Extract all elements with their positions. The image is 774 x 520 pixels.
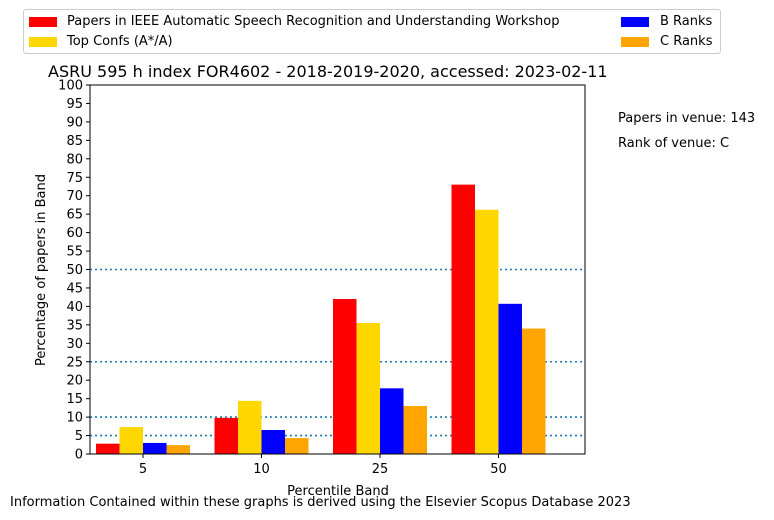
y-tick-label-5: 5 [75, 429, 83, 444]
legend-swatch-b-ranks [621, 17, 649, 27]
rank-of-venue: Rank of venue: C [618, 136, 730, 151]
y-tick-label-25: 25 [66, 355, 83, 370]
bar-papers-10 [214, 417, 238, 454]
bar-papers-25 [333, 299, 357, 454]
legend-label-b-ranks: B Ranks [660, 14, 713, 29]
x-tick-label-10: 10 [253, 462, 270, 477]
y-tick-label-95: 95 [66, 97, 83, 112]
y-tick-label-15: 15 [66, 392, 83, 407]
y-tick-label-60: 60 [66, 226, 83, 241]
y-tick-label-10: 10 [66, 411, 83, 426]
x-axis-label: Percentile Band [287, 484, 389, 499]
bar-b-25 [380, 388, 404, 454]
bar-b-10 [261, 430, 285, 454]
bar-c-5 [166, 445, 190, 454]
y-tick-label-30: 30 [66, 337, 83, 352]
legend-swatch-asru [29, 17, 57, 27]
legend-label-c-ranks: C Ranks [660, 34, 713, 49]
y-tick-label-35: 35 [66, 318, 83, 333]
legend-swatch-top-confs [29, 37, 57, 47]
bar-c-50 [522, 328, 546, 454]
y-tick-label-70: 70 [66, 189, 83, 204]
y-tick-label-85: 85 [66, 134, 83, 149]
x-tick-label-50: 50 [490, 462, 507, 477]
bar-c-10 [285, 438, 309, 454]
bar-top-25 [356, 323, 380, 454]
papers-in-venue: Papers in venue: 143 [618, 111, 756, 126]
y-tick-label-75: 75 [66, 171, 83, 186]
bar-papers-5 [96, 443, 120, 454]
x-tick-label-5: 5 [139, 462, 147, 477]
legend-label-asru: Papers in IEEE Automatic Speech Recognit… [67, 14, 560, 29]
y-axis-label: Percentage of papers in Band [34, 174, 49, 366]
chart-title: ASRU 595 h index FOR4602 - 2018-2019-202… [48, 62, 608, 81]
y-tick-label-45: 45 [66, 281, 83, 296]
y-tick-label-40: 40 [66, 300, 83, 315]
bar-top-10 [238, 400, 262, 454]
y-tick-label-80: 80 [66, 152, 83, 167]
legend: Papers in IEEE Automatic Speech Recognit… [23, 9, 721, 54]
y-tick-label-90: 90 [66, 115, 83, 130]
y-tick-label-0: 0 [75, 448, 83, 463]
y-tick-label-65: 65 [66, 208, 83, 223]
bar-b-5 [143, 442, 167, 454]
legend-label-top-confs: Top Confs (A*/A) [67, 34, 173, 49]
data-source-footer: Information Contained within these graph… [10, 495, 631, 510]
y-tick-label-55: 55 [66, 245, 83, 260]
y-tick-label-50: 50 [66, 263, 83, 278]
legend-swatch-c-ranks [621, 37, 649, 47]
bar-papers-50 [451, 184, 475, 454]
x-tick-label-25: 25 [372, 462, 389, 477]
y-tick-label-100: 100 [58, 79, 83, 94]
bar-b-50 [498, 303, 522, 454]
bar-top-50 [475, 209, 499, 454]
bar-top-5 [119, 427, 143, 454]
bar-c-25 [403, 406, 427, 454]
y-tick-label-20: 20 [66, 374, 83, 389]
